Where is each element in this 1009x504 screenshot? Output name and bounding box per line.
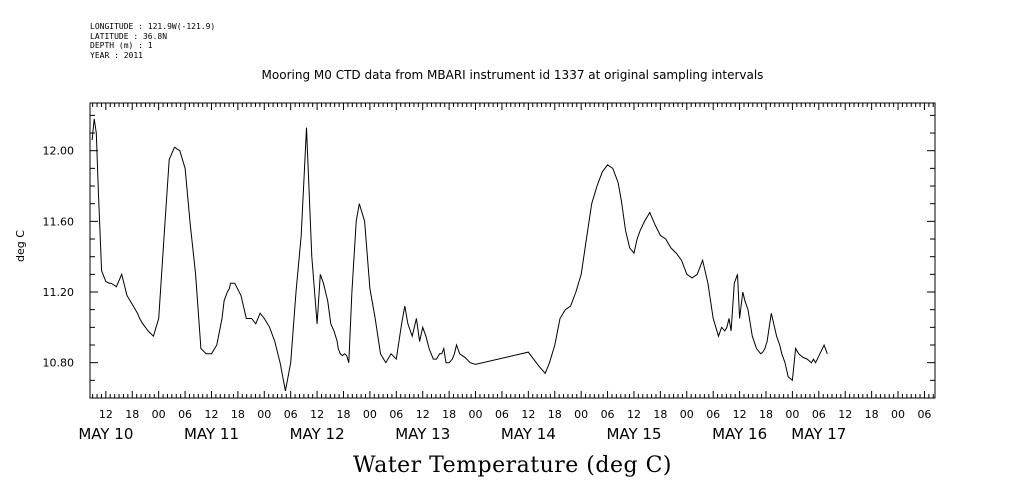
x-hour-label: 12 xyxy=(838,408,852,421)
x-hour-label: 06 xyxy=(706,408,720,421)
x-hour-label: 06 xyxy=(284,408,298,421)
x-hour-label: 12 xyxy=(416,408,430,421)
x-hour-label: 12 xyxy=(99,408,113,421)
x-day-label: MAY 15 xyxy=(606,425,661,443)
x-hour-label: 00 xyxy=(785,408,799,421)
x-hour-label: 18 xyxy=(759,408,773,421)
longitude-text: LONGITUDE : 121.9W(-121.9) xyxy=(90,22,216,31)
latitude-text: LATITUDE : 36.8N xyxy=(90,31,168,41)
x-hour-label: 18 xyxy=(125,408,139,421)
series-line xyxy=(91,118,828,391)
x-hour-label: 00 xyxy=(469,408,483,421)
x-hour-label: 12 xyxy=(733,408,747,421)
x-hour-label: 06 xyxy=(601,408,615,421)
x-hour-label: 12 xyxy=(521,408,535,421)
plot-frame xyxy=(89,102,936,399)
y-tick-label: 11.60 xyxy=(43,215,75,228)
x-axis-label: Water Temperature (deg C) xyxy=(353,453,672,478)
x-day-label: MAY 14 xyxy=(501,425,556,443)
x-day-label: MAY 10 xyxy=(78,425,133,443)
x-day-label: MAY 11 xyxy=(184,425,239,443)
depth-text: DEPTH (m) : 1 xyxy=(90,41,153,50)
x-hour-label: 00 xyxy=(574,408,588,421)
chart-title: Mooring M0 CTD data from MBARI instrumen… xyxy=(261,68,764,82)
x-hour-label: 00 xyxy=(257,408,271,421)
x-hour-label: 12 xyxy=(204,408,218,421)
x-hour-label: 06 xyxy=(812,408,826,421)
x-day-label: MAY 17 xyxy=(791,425,846,443)
x-day-label: MAY 16 xyxy=(712,425,767,443)
y-tick-label: 10.80 xyxy=(43,357,75,370)
x-hour-label: 18 xyxy=(548,408,562,421)
year-text: YEAR : 2011 xyxy=(90,50,143,60)
x-hour-label: 06 xyxy=(178,408,192,421)
axis-ticks xyxy=(90,103,935,399)
x-hour-label: 06 xyxy=(917,408,931,421)
x-hour-label: 18 xyxy=(865,408,879,421)
x-hour-label: 12 xyxy=(310,408,324,421)
x-hour-label: 12 xyxy=(627,408,641,421)
metadata-block: LONGITUDE : 121.9W(-121.9) LATITUDE : 36… xyxy=(90,22,215,60)
x-hour-label: 18 xyxy=(337,408,351,421)
x-day-label: MAY 13 xyxy=(395,425,450,443)
x-hour-label: 18 xyxy=(442,408,456,421)
x-hour-label: 00 xyxy=(363,408,377,421)
x-hour-label: 00 xyxy=(680,408,694,421)
x-hour-label: 06 xyxy=(495,408,509,421)
y-tick-label: 11.20 xyxy=(43,286,75,299)
y-tick-label: 12.00 xyxy=(43,145,75,158)
x-hour-label: 06 xyxy=(389,408,403,421)
x-day-label: MAY 12 xyxy=(290,425,345,443)
x-hour-label: 00 xyxy=(891,408,905,421)
x-hour-label: 00 xyxy=(152,408,166,421)
x-hour-label: 18 xyxy=(653,408,667,421)
axis-tick-labels: 10.80 11.20 11.60 12.00 12 18 00 06 12 18 00 06 12 18… xyxy=(43,145,932,443)
x-hour-label: 18 xyxy=(231,408,245,421)
